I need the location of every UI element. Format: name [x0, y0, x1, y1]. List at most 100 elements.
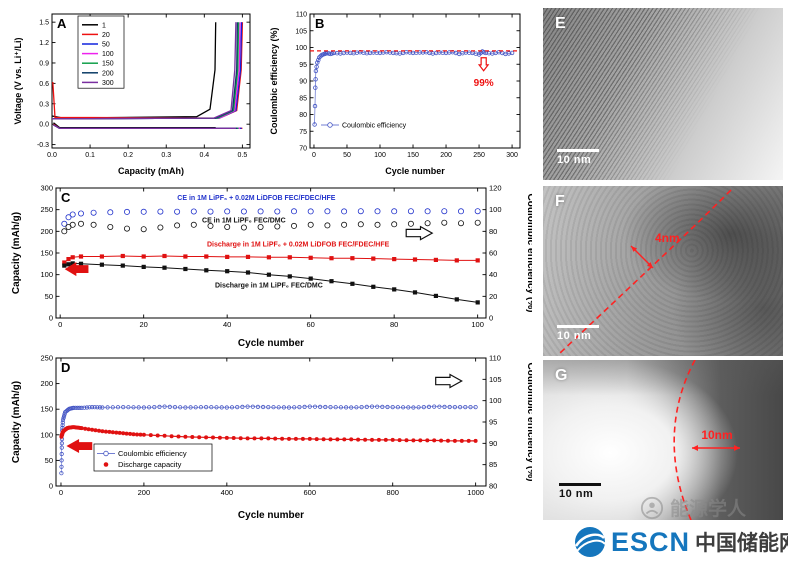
data-marker	[100, 405, 105, 410]
y-tick-label: 70	[299, 146, 307, 153]
data-marker	[354, 405, 359, 410]
data-marker	[59, 451, 64, 457]
data-marker	[416, 405, 421, 410]
x-tick-label: 20	[139, 320, 147, 329]
data-marker	[157, 404, 162, 410]
data-marker	[245, 254, 251, 259]
data-marker	[183, 405, 188, 410]
data-marker	[313, 85, 318, 90]
series-line	[53, 124, 236, 129]
data-marker	[321, 437, 326, 442]
scale-bar-line	[557, 325, 599, 328]
y-tick-label: 250	[40, 354, 53, 363]
data-marker	[374, 221, 381, 228]
data-marker	[426, 404, 432, 410]
data-marker	[307, 436, 312, 441]
data-marker	[90, 427, 95, 432]
data-marker	[463, 404, 468, 410]
chart-annotation: 99%	[474, 78, 494, 89]
chart-panel-d: 0 200 400 600 800 1000 0 50 100 150 200 250 80 85 90 95…	[10, 352, 536, 527]
y2-tick-label: 80	[489, 227, 497, 236]
watermark: 能源学人	[640, 494, 746, 521]
data-marker	[437, 404, 442, 409]
legend-label: Discharge capacity	[118, 460, 182, 469]
data-marker	[407, 208, 414, 215]
data-marker	[198, 405, 203, 410]
data-marker	[225, 269, 230, 274]
data-marker	[369, 404, 375, 409]
data-marker	[78, 220, 85, 227]
legend-label: Coulombic efficiency	[342, 123, 407, 130]
watermark-person-icon	[640, 496, 664, 519]
data-marker	[259, 436, 264, 441]
x-tick-label: 40	[223, 320, 231, 329]
data-marker	[86, 427, 91, 432]
x-tick-label: 60	[306, 320, 314, 329]
data-marker	[59, 471, 64, 476]
y-tick-label: 85	[299, 95, 307, 102]
y-tick-label: 90	[299, 79, 307, 86]
data-marker	[59, 464, 64, 469]
annotation-arrow	[477, 57, 490, 72]
y-tick-label: 110	[296, 12, 307, 19]
data-marker	[238, 436, 243, 441]
data-marker	[266, 404, 271, 410]
data-marker	[313, 68, 319, 74]
data-marker	[75, 405, 80, 411]
data-marker	[274, 223, 281, 230]
data-marker	[324, 222, 331, 229]
x-tick-label: 0	[312, 152, 316, 159]
data-marker	[350, 256, 355, 261]
data-marker	[392, 287, 397, 292]
data-marker	[454, 258, 459, 263]
x-axis-label: Cycle number	[238, 338, 304, 349]
data-marker	[61, 413, 67, 419]
data-marker	[317, 404, 323, 410]
arrowhead	[631, 246, 637, 252]
data-marker	[110, 405, 115, 410]
x-tick-label: 0.1	[85, 152, 95, 159]
y2-tick-label: 100	[489, 205, 502, 214]
data-marker	[84, 405, 90, 410]
data-marker	[411, 438, 416, 443]
data-marker	[281, 405, 286, 410]
y2-tick-label: 80	[489, 482, 497, 491]
data-marker	[312, 404, 318, 409]
data-marker	[335, 437, 340, 442]
data-marker	[280, 436, 285, 441]
data-marker	[350, 281, 355, 286]
data-marker	[140, 226, 147, 233]
data-marker	[329, 279, 334, 284]
data-marker	[128, 431, 133, 436]
scale-bar-line	[557, 149, 599, 152]
data-marker	[371, 284, 376, 289]
series-line	[51, 22, 237, 120]
y-tick-label: 300	[40, 184, 53, 193]
data-marker	[126, 405, 131, 410]
data-marker	[174, 222, 181, 229]
data-marker	[475, 300, 480, 305]
series-line	[61, 406, 476, 474]
data-marker	[287, 255, 292, 260]
data-marker	[183, 266, 188, 272]
sei-thickness-label: 4nm	[655, 231, 680, 245]
data-marker	[87, 405, 92, 410]
data-marker	[466, 438, 471, 443]
data-marker	[475, 258, 480, 263]
data-marker	[245, 436, 250, 441]
tem-image-f: 4nm F 10 nm	[543, 186, 783, 356]
data-marker	[224, 435, 229, 440]
x-tick-label: 0.5	[238, 152, 248, 159]
data-marker	[204, 268, 209, 273]
data-marker	[375, 404, 380, 409]
data-marker	[224, 405, 229, 410]
legend-label: 200	[102, 70, 114, 77]
sei-boundary-dashed-line	[558, 189, 732, 355]
data-marker	[211, 435, 215, 440]
data-marker	[307, 208, 314, 215]
chart-panel-b: 0 50 100 150 200 250 300 70 75 80 85 90 95 100 105 110 C…	[268, 8, 530, 183]
data-marker	[293, 436, 298, 441]
data-marker	[169, 434, 174, 439]
y2-axis-label: Coulombic efficiency (%)	[525, 194, 532, 313]
data-marker	[385, 404, 390, 410]
